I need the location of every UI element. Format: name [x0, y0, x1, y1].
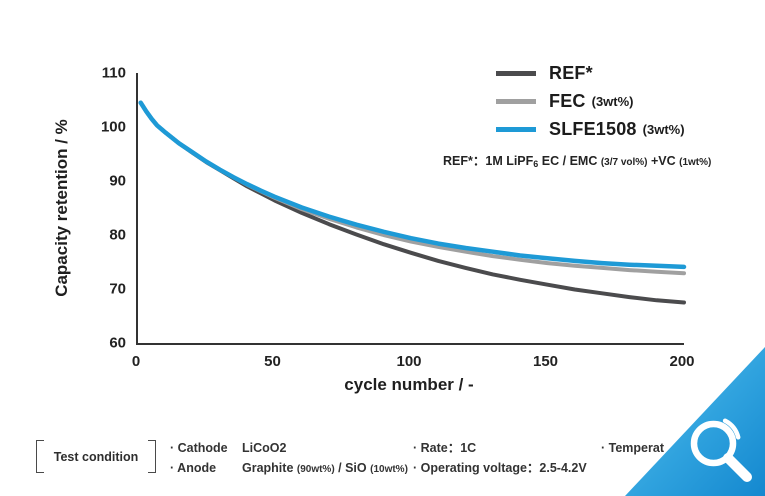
series-line-slfe1508	[138, 100, 687, 270]
test-condition-label: Test condition	[53, 449, 139, 464]
plot-area	[136, 73, 687, 345]
anode-value: Graphite	[242, 461, 297, 475]
legend-swatch-fec	[496, 98, 536, 104]
note-text: EC / EMC	[538, 154, 601, 168]
anode-value-small: (10wt%)	[370, 464, 408, 475]
legend-label: REF*	[549, 62, 593, 83]
legend-swatch-slfe1508	[496, 126, 536, 132]
legend-item-slfe1508: SLFE1508 (3wt%)	[496, 118, 685, 140]
x-axis-title: cycle number / -	[344, 375, 474, 394]
condition-cathode: · Cathode LiCoO2	[170, 438, 408, 458]
x-tick-label: 50	[264, 353, 281, 370]
legend-note: (3wt%)	[591, 93, 634, 109]
note-text: +VC	[647, 154, 680, 168]
condition-temperature: · Temperat	[601, 438, 664, 458]
y-tick-label: 80	[109, 226, 126, 244]
note-text: REF*：1M LiPF	[443, 154, 534, 168]
note-subscript: 6	[533, 159, 539, 169]
legend: REF* FEC (3wt%) SLFE1508 (3wt%)	[496, 62, 685, 146]
y-tick-label: 70	[109, 280, 126, 298]
legend-item-fec: FEC (3wt%)	[496, 90, 685, 112]
condition-cycling: · Rate：1C · Operating voltage：2.5-4.2V	[413, 438, 587, 478]
x-tick-label: 100	[396, 353, 422, 370]
cathode-value: LiCoO2	[242, 441, 287, 455]
condition-voltage: · Operating voltage：2.5-4.2V	[413, 461, 587, 475]
test-condition-box: Test condition	[36, 440, 156, 473]
note-small: (1wt%)	[679, 157, 712, 168]
condition-electrodes: · Cathode LiCoO2 · Anode Graphite (90wt%) …	[170, 438, 408, 480]
corner-zoom-badge[interactable]	[617, 344, 765, 496]
condition-rate: · Rate：1C	[413, 441, 477, 455]
ref-electrolyte-note: REF*：1M LiPF6 EC / EMC (3/7 vol%) +VC (1…	[443, 150, 711, 169]
condition-anode: · Anode Graphite (90wt%) / SiO (10wt%)	[170, 458, 408, 480]
anode-value-small: (90wt%)	[296, 464, 335, 475]
legend-note: (3wt%)	[642, 121, 685, 137]
right-bracket	[148, 440, 156, 473]
anode-label: · Anode	[170, 461, 217, 475]
y-tick-label: 100	[100, 118, 126, 136]
magnifier-icon	[690, 418, 752, 482]
legend-label: SLFE1508	[549, 118, 637, 139]
anode-value: / SiO	[334, 461, 371, 475]
y-tick-label: 110	[101, 64, 126, 82]
line-series-canvas	[138, 100, 687, 305]
y-tick-label: 60	[109, 334, 126, 352]
x-tick-label: 200	[669, 353, 695, 370]
y-tick-label: 90	[109, 172, 126, 190]
legend-item-ref: REF*	[496, 62, 685, 84]
x-tick-label: 150	[532, 353, 559, 370]
condition-temperature-text: · Temperat	[601, 441, 664, 455]
x-tick-label: 0	[131, 353, 141, 370]
y-axis-title: Capacity retention / %	[52, 119, 71, 297]
cathode-label: · Cathode	[170, 441, 228, 455]
left-bracket	[36, 440, 44, 473]
legend-swatch-ref	[496, 70, 536, 76]
note-small: (3/7 vol%)	[600, 157, 648, 168]
legend-label: FEC	[549, 90, 586, 111]
